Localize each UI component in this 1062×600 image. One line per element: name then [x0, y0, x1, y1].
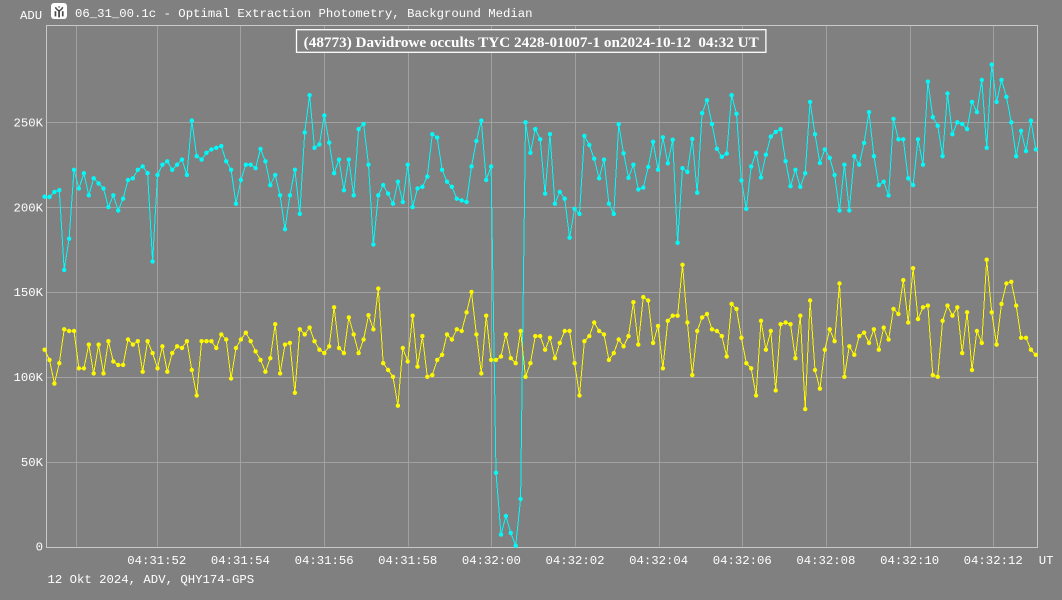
- svg-text:50K: 50K: [21, 456, 44, 470]
- svg-text:04:31:58: 04:31:58: [378, 554, 437, 568]
- svg-text:150K: 150K: [13, 286, 43, 300]
- svg-text:ADU: ADU: [20, 9, 42, 23]
- svg-text:100K: 100K: [13, 371, 43, 385]
- svg-text:04:32:04: 04:32:04: [629, 554, 688, 568]
- svg-text:04:32:00: 04:32:00: [462, 554, 521, 568]
- svg-text:04:32:08: 04:32:08: [796, 554, 855, 568]
- svg-text:04:32:06: 04:32:06: [713, 554, 772, 568]
- svg-text:UT: UT: [1039, 554, 1054, 568]
- svg-text:04:31:54: 04:31:54: [211, 554, 270, 568]
- svg-text:12 Okt 2024, ADV, QHY174-GPS: 12 Okt 2024, ADV, QHY174-GPS: [48, 573, 255, 587]
- svg-text:250K: 250K: [13, 117, 43, 131]
- svg-text:(48773) Davidrowe occults TYC: (48773) Davidrowe occults TYC 2428-01007…: [304, 34, 759, 51]
- svg-text:04:31:56: 04:31:56: [295, 554, 354, 568]
- svg-text:0: 0: [36, 541, 43, 555]
- svg-text:06_31_00.1c - Optimal Extracti: 06_31_00.1c - Optimal Extraction Photome…: [75, 7, 533, 21]
- svg-text:200K: 200K: [13, 201, 43, 215]
- svg-text:04:31:52: 04:31:52: [127, 554, 186, 568]
- svg-text:04:32:12: 04:32:12: [964, 554, 1023, 568]
- svg-text:04:32:10: 04:32:10: [880, 554, 939, 568]
- svg-text:04:32:02: 04:32:02: [545, 554, 604, 568]
